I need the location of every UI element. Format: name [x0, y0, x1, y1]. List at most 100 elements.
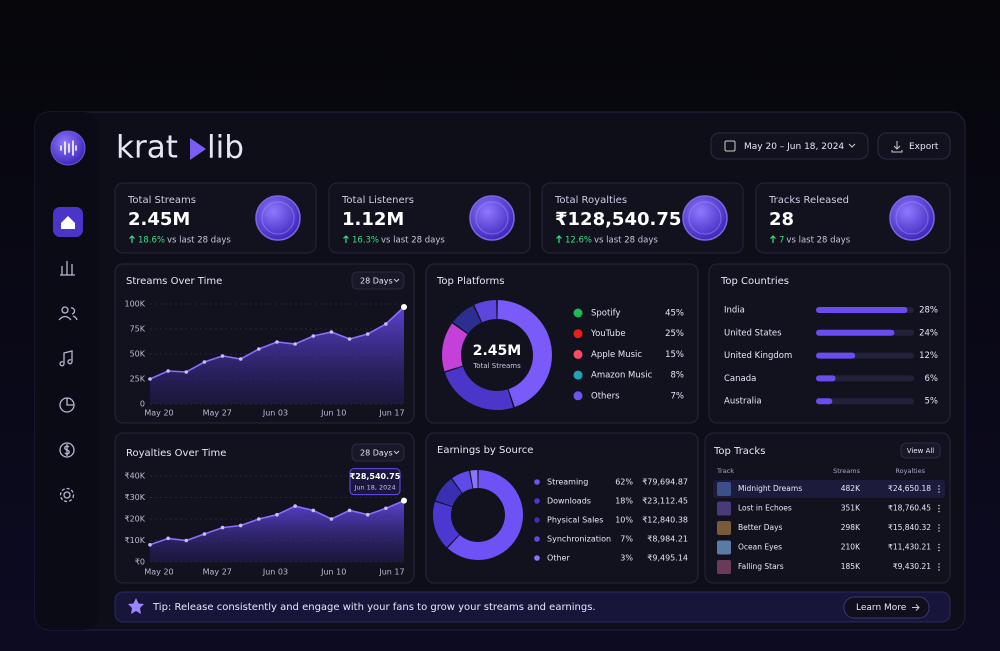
- view-all[interactable]: [900, 442, 941, 459]
- more-dot: [938, 543, 940, 546]
- track-thumb: [717, 560, 731, 574]
- point: [347, 337, 352, 341]
- point: [220, 525, 225, 530]
- chart-title: Streams Over Time: [126, 276, 222, 287]
- point: [166, 536, 170, 541]
- tooltip: [349, 468, 401, 496]
- track-streams: 351K: [841, 504, 861, 513]
- bar: [816, 352, 856, 359]
- tip-text: Tip: Release consistently and engage wit…: [152, 602, 596, 613]
- kpi-icon-inner: [688, 201, 722, 235]
- country-name: India: [724, 306, 745, 316]
- source-pct: 7%: [620, 535, 633, 544]
- x-tick-label: May 20: [144, 409, 173, 418]
- kpi-label: Total Royalties: [554, 195, 627, 206]
- source-amount: ₹23,112.45: [642, 497, 688, 506]
- source-amount: ₹9,495.14: [647, 554, 688, 563]
- track-thumb: [717, 540, 731, 555]
- source-amount: ₹79,694.87: [642, 478, 688, 487]
- y-tick-label: ₹20K: [124, 515, 145, 524]
- point: [329, 330, 334, 334]
- y-tick-label: ₹30K: [124, 493, 145, 502]
- nav-audience[interactable]: [61, 306, 69, 314]
- source-pct: 62%: [615, 478, 633, 487]
- track-name: Ocean Eyes: [738, 543, 782, 552]
- brand-left: krat: [116, 130, 178, 166]
- point: [347, 508, 352, 513]
- donut-segment: [435, 479, 462, 507]
- platform-pct: 45%: [665, 309, 684, 319]
- nav-settings[interactable]: [63, 491, 71, 499]
- home-icon: [61, 216, 75, 229]
- point: [220, 354, 225, 358]
- source-name: Downloads: [547, 497, 591, 506]
- point: [384, 322, 388, 326]
- donut-segment: [444, 366, 514, 411]
- kpi-icon: [682, 195, 728, 241]
- countries-card: [708, 263, 951, 424]
- tip-star: [128, 598, 144, 614]
- x-tick-label: Jun 17: [378, 568, 404, 577]
- learn-more[interactable]: [843, 596, 930, 619]
- brand-right: lib: [207, 130, 244, 166]
- area: [150, 307, 404, 404]
- x-tick-label: May 27: [203, 568, 232, 577]
- more-dot: [938, 569, 940, 571]
- kpi-icon-inner: [895, 201, 929, 235]
- track-royalties: ₹18,760.45: [888, 504, 931, 513]
- kpi-label: Total Listeners: [341, 195, 414, 206]
- donut-segment: [452, 305, 482, 334]
- track-royalties: ₹24,650.18: [888, 484, 931, 493]
- y-tick-label: 0: [140, 400, 145, 409]
- more-dot: [938, 510, 940, 513]
- point: [311, 334, 316, 338]
- more-dot: [938, 488, 940, 490]
- tip-bar: [114, 591, 951, 623]
- source-name: Other: [547, 554, 570, 563]
- point: [184, 370, 189, 374]
- period-select[interactable]: [351, 271, 405, 290]
- platform-icon: [573, 349, 583, 359]
- source-amount: ₹12,840.38: [642, 516, 688, 525]
- kpi-compare: vs last 28 days: [786, 236, 850, 246]
- bar: [816, 398, 833, 405]
- track-name: Midnight Dreams: [738, 484, 802, 493]
- point: [293, 504, 297, 508]
- legend-dot: [534, 555, 540, 561]
- view-all-label: View All: [907, 447, 935, 455]
- export-icon: [891, 141, 903, 153]
- chevron: [393, 278, 400, 283]
- center-label: Total Streams: [472, 362, 521, 370]
- donut-segment: [441, 323, 468, 372]
- calendar-icon: [724, 140, 736, 152]
- up-arrow: [556, 235, 562, 243]
- more-dot: [938, 527, 940, 529]
- platform-name: Spotify: [591, 309, 621, 319]
- platform-name: YouTube: [590, 329, 626, 339]
- y-tick-label: ₹0: [135, 558, 145, 567]
- bar-track: [816, 375, 914, 382]
- more-dot: [938, 485, 940, 487]
- platform-icon: [573, 308, 583, 318]
- up-arrow: [343, 235, 349, 243]
- source-pct: 10%: [615, 516, 633, 525]
- date-picker[interactable]: [710, 132, 869, 160]
- point: [184, 538, 189, 543]
- y-tick-label: ₹40K: [124, 472, 145, 481]
- brand-play: [190, 138, 206, 160]
- nav-stats[interactable]: [60, 261, 75, 276]
- donut-segment: [497, 300, 552, 408]
- y-tick-label: 25K: [130, 375, 146, 384]
- kpi-label: Total Streams: [127, 195, 196, 206]
- period-select[interactable]: [351, 443, 405, 462]
- point: [293, 342, 297, 346]
- nav-music[interactable]: [59, 350, 73, 367]
- country-name: United Kingdom: [724, 351, 792, 361]
- more-dot: [938, 549, 940, 552]
- platform-name: Others: [591, 391, 620, 401]
- track-streams: 185K: [841, 562, 861, 571]
- chart-title: Top Tracks: [713, 446, 765, 457]
- source-amount: ₹8,984.21: [647, 535, 688, 544]
- kpi-change: 7: [779, 236, 784, 246]
- nav-earnings[interactable]: [59, 442, 75, 458]
